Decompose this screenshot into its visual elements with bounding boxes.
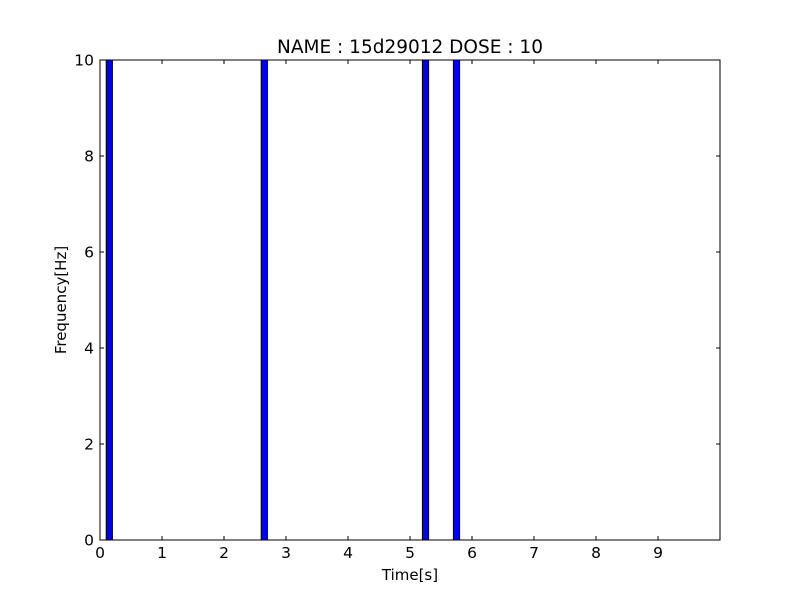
tick-label-group: 0 1 2 3 4 5 6 7 8 9 0 2 4 6 8 10: [74, 52, 663, 563]
y-tick-label-1: 2: [84, 436, 94, 454]
x-axis-label: Time[s]: [381, 566, 438, 584]
chart-title: NAME : 15d29012 DOSE : 10: [277, 37, 543, 58]
y-axis-label: Frequency[Hz]: [52, 246, 70, 354]
bar-3: [452, 59, 461, 541]
y-tick-label-0: 0: [84, 532, 94, 550]
y-tick-label-2: 4: [84, 340, 94, 358]
y-tick-label-5: 10: [74, 52, 94, 70]
bar-1: [260, 59, 268, 541]
x-tick-label-4: 4: [343, 544, 353, 562]
x-tick-label-6: 6: [467, 544, 477, 562]
x-tick-label-1: 1: [157, 544, 167, 562]
x-tick-label-9: 9: [653, 544, 663, 562]
x-tick-label-8: 8: [591, 544, 601, 562]
y-tick-label-4: 8: [84, 148, 94, 166]
x-tick-label-3: 3: [281, 544, 291, 562]
x-tick-label-2: 2: [219, 544, 229, 562]
bar-2: [421, 59, 430, 541]
y-tick-label-3: 6: [84, 244, 94, 262]
x-tick-label-0: 0: [95, 544, 105, 562]
plot-area-frame: [99, 59, 721, 541]
x-tick-label-5: 5: [405, 544, 415, 562]
x-tick-label-7: 7: [529, 544, 539, 562]
bar-0: [105, 59, 113, 541]
